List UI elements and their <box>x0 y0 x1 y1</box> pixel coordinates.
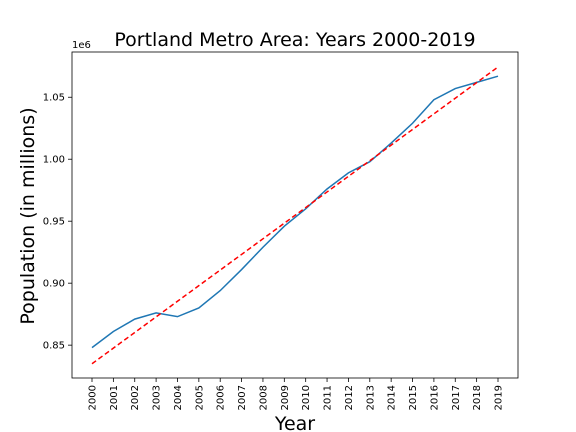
x-tick-label: 2011 <box>323 385 334 410</box>
x-tick-label: 2009 <box>280 385 291 410</box>
x-tick-label: 2001 <box>109 385 120 410</box>
population-line <box>91 75 499 349</box>
x-tick-label: 2014 <box>387 385 398 410</box>
x-tick-label: 2013 <box>365 385 376 410</box>
x-tick-label: 2008 <box>258 385 269 410</box>
x-axis-label: Year <box>274 413 315 432</box>
y-tick-label: 0.90 <box>43 279 65 290</box>
x-tick-label: 2007 <box>237 385 248 410</box>
x-tick-label: 2002 <box>130 385 141 410</box>
y-tick-label: 1.00 <box>43 155 65 166</box>
x-tick-label: 2006 <box>216 385 227 410</box>
x-tick-label: 2003 <box>152 385 163 410</box>
x-tick-label: 2017 <box>451 385 462 410</box>
y-axis-label: Population (in millions) <box>17 107 39 324</box>
x-tick-label: 2016 <box>429 385 440 410</box>
axes-frame <box>71 51 519 379</box>
x-tick-label: 2012 <box>344 385 355 410</box>
x-tick-label: 2000 <box>88 385 99 410</box>
y-axis-offset-label: 1e6 <box>72 40 91 51</box>
plot-area: 2000 2001 2002 2003 2004 2005 2006 2007 2008 2009… <box>43 51 519 410</box>
x-tick-label: 2005 <box>194 385 205 410</box>
x-tick-label: 2018 <box>472 385 483 410</box>
x-tick-label: 2010 <box>301 385 312 410</box>
y-tick-label: 0.85 <box>43 341 65 352</box>
y-tick-label: 0.95 <box>43 217 65 228</box>
chart-title: Portland Metro Area: Years 2000-2019 <box>114 29 475 51</box>
y-tick-label: 1.05 <box>43 93 65 104</box>
trend-line <box>91 66 499 365</box>
x-tick-label: 2019 <box>494 385 505 410</box>
x-tick-label: 2015 <box>408 385 419 410</box>
x-tick-label: 2004 <box>173 385 184 410</box>
